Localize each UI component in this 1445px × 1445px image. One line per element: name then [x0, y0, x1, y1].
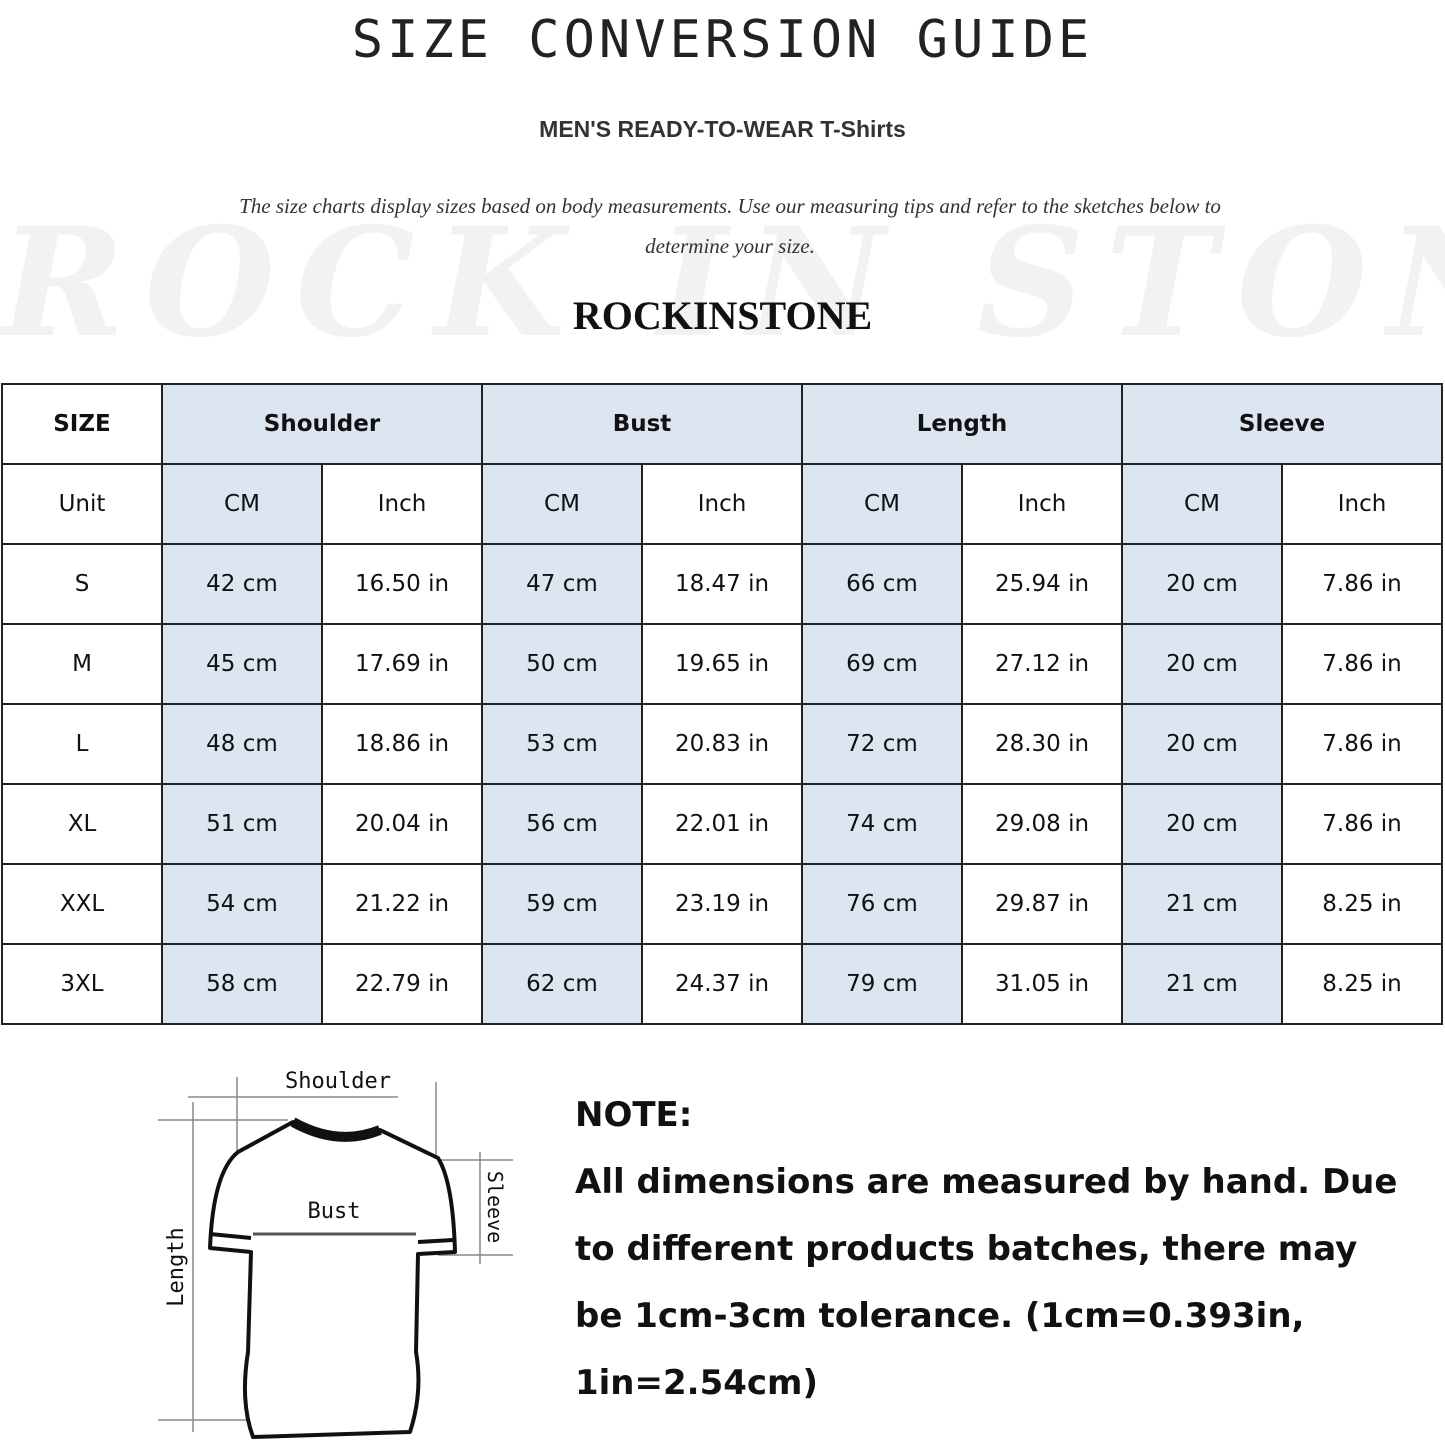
table-row: S 42 cm 16.50 in 47 cm 18.47 in 66 cm 25.94 in… — [1, 543, 1443, 625]
size-cell: L — [1, 703, 163, 785]
group-header-bust: Bust — [481, 383, 803, 465]
size-cell: M — [1, 623, 163, 705]
measurement-cell: 17.69 in — [321, 623, 483, 705]
sleeve-label: Sleeve — [483, 1171, 507, 1243]
group-header-shoulder: Shoulder — [161, 383, 483, 465]
measurement-cell: 54 cm — [161, 863, 323, 945]
unit-header-inch: Inch — [961, 463, 1123, 545]
measurement-cell: 20.83 in — [641, 703, 803, 785]
size-table: SIZE Shoulder Bust Length Sleeve Unit CM… — [1, 383, 1443, 1025]
measurement-cell: 42 cm — [161, 543, 323, 625]
measurement-cell: 76 cm — [801, 863, 963, 945]
measurement-cell: 21.22 in — [321, 863, 483, 945]
unit-header-cm: CM — [481, 463, 643, 545]
note-heading: NOTE: — [575, 1095, 693, 1135]
size-cell: XXL — [1, 863, 163, 945]
measurement-cell: 62 cm — [481, 943, 643, 1025]
measurement-cell: 8.25 in — [1281, 943, 1443, 1025]
unit-header-cm: CM — [161, 463, 323, 545]
measurement-cell: 7.86 in — [1281, 543, 1443, 625]
measurement-cell: 48 cm — [161, 703, 323, 785]
measurement-cell: 20 cm — [1121, 543, 1283, 625]
measurement-cell: 24.37 in — [641, 943, 803, 1025]
table-row: M 45 cm 17.69 in 50 cm 19.65 in 69 cm 27.12 in… — [1, 623, 1443, 705]
group-header-sleeve: Sleeve — [1121, 383, 1443, 465]
size-cell: S — [1, 543, 163, 625]
measurement-cell: 7.86 in — [1281, 703, 1443, 785]
measurement-cell: 69 cm — [801, 623, 963, 705]
measurement-cell: 66 cm — [801, 543, 963, 625]
measurement-cell: 16.50 in — [321, 543, 483, 625]
measurement-cell: 20 cm — [1121, 703, 1283, 785]
size-cell: XL — [1, 783, 163, 865]
measurement-cell: 29.08 in — [961, 783, 1123, 865]
measurement-cell: 79 cm — [801, 943, 963, 1025]
measurement-cell: 7.86 in — [1281, 623, 1443, 705]
brand-name: ROCKINSTONE — [572, 293, 873, 338]
measurement-cell: 28.30 in — [961, 703, 1123, 785]
measurement-cell: 47 cm — [481, 543, 643, 625]
measurement-cell: 22.01 in — [641, 783, 803, 865]
measurement-cell: 72 cm — [801, 703, 963, 785]
unit-header-inch: Inch — [321, 463, 483, 545]
measurement-cell: 74 cm — [801, 783, 963, 865]
measurement-cell: 56 cm — [481, 783, 643, 865]
shoulder-label: Shoulder — [285, 1069, 391, 1094]
unit-header-cm: CM — [801, 463, 963, 545]
unit-row: Unit CM Inch CM Inch CM Inch CM Inch — [1, 463, 1443, 545]
measurement-cell: 22.79 in — [321, 943, 483, 1025]
unit-header-cm: CM — [1121, 463, 1283, 545]
measurement-cell: 29.87 in — [961, 863, 1123, 945]
header-row: SIZE Shoulder Bust Length Sleeve — [1, 383, 1443, 465]
unit-label: Unit — [1, 463, 163, 545]
measurement-cell: 18.86 in — [321, 703, 483, 785]
size-cell: 3XL — [1, 943, 163, 1025]
table-row: 3XL 58 cm 22.79 in 62 cm 24.37 in 79 cm 31.05 … — [1, 943, 1443, 1025]
group-header-length: Length — [801, 383, 1123, 465]
watermark-logo: ROCK IN STONE — [0, 195, 1445, 371]
measurement-cell: 58 cm — [161, 943, 323, 1025]
measurement-cell: 19.65 in — [641, 623, 803, 705]
measurement-cell: 27.12 in — [961, 623, 1123, 705]
unit-header-inch: Inch — [1281, 463, 1443, 545]
measurement-cell: 23.19 in — [641, 863, 803, 945]
subtitle: MEN'S READY-TO-WEAR T-Shirts — [539, 116, 906, 142]
measurement-cell: 31.05 in — [961, 943, 1123, 1025]
bust-label: Bust — [308, 1199, 361, 1224]
page-title: SIZE CONVERSION GUIDE — [351, 10, 1094, 70]
tshirt-measurement-sketch: Shoulder Bust Sleeve Length — [158, 1069, 513, 1439]
measurement-cell: 8.25 in — [1281, 863, 1443, 945]
measurement-cell: 20 cm — [1121, 623, 1283, 705]
measurement-cell: 45 cm — [161, 623, 323, 705]
measurement-cell: 20 cm — [1121, 783, 1283, 865]
measurement-cell: 7.86 in — [1281, 783, 1443, 865]
measurement-cell: 21 cm — [1121, 943, 1283, 1025]
measurement-cell: 53 cm — [481, 703, 643, 785]
measurement-cell: 21 cm — [1121, 863, 1283, 945]
measurement-cell: 51 cm — [161, 783, 323, 865]
measurement-cell: 50 cm — [481, 623, 643, 705]
measurement-cell: 25.94 in — [961, 543, 1123, 625]
table-row: XL 51 cm 20.04 in 56 cm 22.01 in 74 cm 29.08 i… — [1, 783, 1443, 865]
table-row: L 48 cm 18.86 in 53 cm 20.83 in 72 cm 28.30 in… — [1, 703, 1443, 785]
note-text: All dimensions are measured by hand. Due… — [575, 1162, 1398, 1403]
length-label: Length — [164, 1227, 189, 1306]
table-row: XXL 54 cm 21.22 in 59 cm 23.19 in 76 cm 29.87 … — [1, 863, 1443, 945]
measurement-cell: 18.47 in — [641, 543, 803, 625]
measurement-cell: 20.04 in — [321, 783, 483, 865]
size-header: SIZE — [1, 383, 163, 465]
measurement-cell: 59 cm — [481, 863, 643, 945]
description: The size charts display sizes based on b… — [239, 194, 1221, 258]
unit-header-inch: Inch — [641, 463, 803, 545]
note-block: NOTE: All dimensions are measured by han… — [575, 1082, 1405, 1417]
